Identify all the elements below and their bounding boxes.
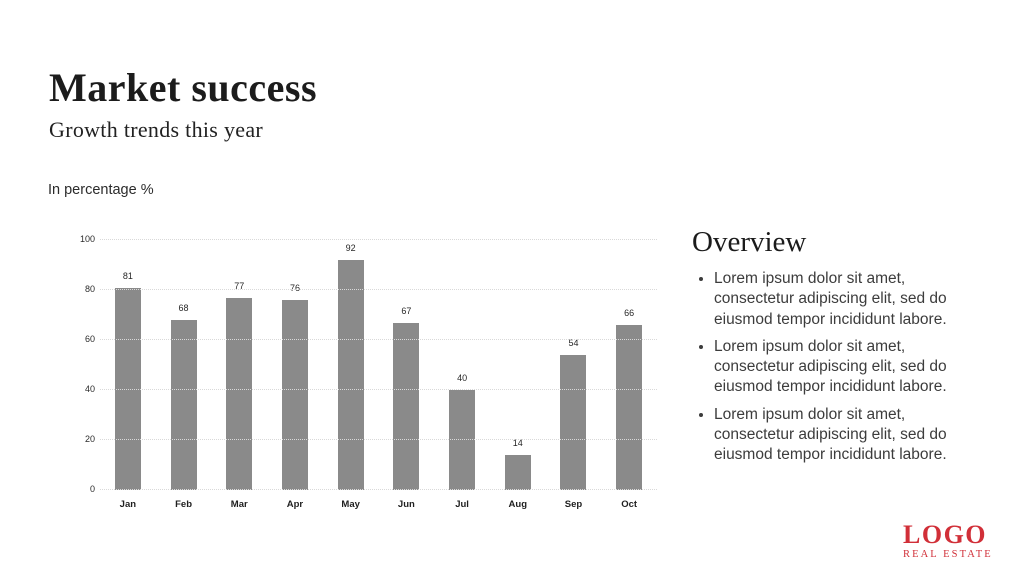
overview-bullet: Lorem ipsum dolor sit amet, consectetur … [714,269,972,330]
bar-value-label: 77 [234,280,245,291]
bar-chart: 81 Jan 68 Feb 77 Mar 76 Apr 92 May 67 Jun 40 Jul 14 Aug… [100,239,657,510]
overview-title: Overview [692,226,807,258]
bar-value-label: 81 [122,270,133,281]
gridline [100,489,657,490]
bar [449,390,476,490]
slide-title: Market success [49,65,318,110]
bar-value-label: 76 [289,283,300,293]
x-axis-tick-label: Oct [621,499,638,510]
bar-slot: 66 Oct [601,240,657,510]
bar [281,300,308,490]
gridline [100,239,657,240]
gridline [100,389,657,390]
bar [226,297,253,490]
bars-container: 81 Jan 68 Feb 77 Mar 76 Apr 92 May 67 Jun 40 Jul 14 Aug… [100,240,657,510]
gridline [100,289,657,290]
brand-logo: LOGO REAL ESTATE [903,521,993,561]
bar-slot: 81 Jan [100,240,156,510]
slide-subtitle: Growth trends this year [49,117,264,142]
bar-slot: 54 Sep [546,240,602,510]
x-axis-tick-label: Jun [397,499,415,510]
overview-bullet: Lorem ipsum dolor sit amet, consectetur … [714,337,972,398]
overview-panel: Overview Lorem ipsum dolor sit amet, con… [692,226,982,473]
overview-list: Lorem ipsum dolor sit amet, consectetur … [692,269,972,466]
y-axis-tick-label: 60 [84,334,95,344]
bar-slot: 68 Feb [156,240,212,510]
logo-text: LOGO [903,520,988,549]
gridline [100,339,657,340]
bar-slot: 67 Jun [379,240,435,510]
bar-value-label: 66 [624,308,635,318]
gridline [100,439,657,440]
bar-value-label: 54 [568,338,579,348]
bar [560,355,587,490]
y-axis-tick-label: 80 [84,284,95,294]
logo-tagline: REAL ESTATE [903,549,993,560]
y-axis-tick-label: 0 [89,484,95,494]
bar-slot: 14 Aug [490,240,546,510]
bar [616,325,643,490]
overview-bullet: Lorem ipsum dolor sit amet, consectetur … [714,405,972,466]
bar-slot: 76 Apr [267,240,323,510]
chart-caption: In percentage % [48,182,154,198]
x-axis-tick-label: Aug [508,499,527,510]
bar [393,322,420,490]
bar-value-label: 67 [401,305,412,316]
bar [114,287,141,490]
bar-slot: 92 May [323,240,379,510]
x-axis-tick-label: Mar [230,499,248,510]
y-axis-tick-label: 100 [79,234,95,244]
bar [504,455,531,490]
bar-value-label: 40 [457,373,468,383]
bar-slot: 77 Mar [211,240,267,510]
x-axis-tick-label: Sep [564,499,583,510]
x-axis-tick-label: Apr [286,499,304,510]
bar-value-label: 14 [512,438,523,448]
y-axis-tick-label: 20 [84,434,95,444]
bar-value-label: 92 [345,243,356,253]
bar [170,320,197,490]
bar-value-label: 68 [178,303,189,313]
chart-y-axis: 0 20 40 60 80 100 [0,234,95,494]
x-axis-tick-label: Jul [455,499,469,510]
bar-slot: 40 Jul [434,240,490,510]
bar [337,260,364,490]
x-axis-tick-label: Feb [175,499,192,510]
x-axis-tick-label: May [341,499,360,510]
y-axis-tick-label: 40 [84,384,95,394]
x-axis-tick-label: Jan [119,499,137,510]
